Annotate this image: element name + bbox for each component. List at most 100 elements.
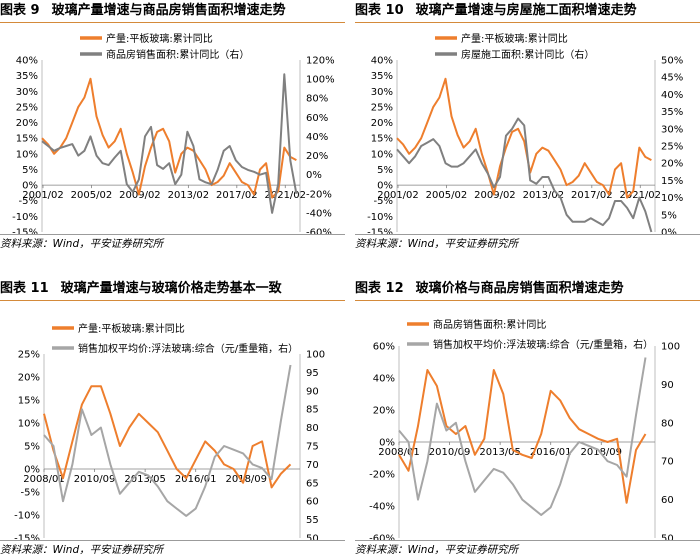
left-tick-label: 10% (16, 149, 38, 160)
left-tick-label: 20% (373, 406, 395, 417)
source-note: 资料来源：Wind，平安证券研究所 (355, 540, 700, 559)
right-tick-label: 50 (306, 534, 319, 541)
x-tick-label: 2016/01 (530, 447, 572, 458)
right-tick-label: 40% (306, 132, 328, 143)
left-tick-label: 5% (22, 165, 38, 176)
legend-label: 房屋施工面积:累计同比（右） (461, 48, 594, 61)
left-tick-label: 5% (377, 165, 393, 176)
x-tick-label: 2001/02 (22, 190, 64, 201)
right-tick-label: 80% (306, 94, 328, 105)
panel-title-text: 玻璃价格与商品房销售面积增速走势 (415, 281, 624, 296)
line-chart: 40% 35% 30% 25% 20% 15% 10% 5% 0% -5% -10% -15% 50% 4… (367, 32, 683, 235)
right-tick-label: 65 (306, 478, 319, 489)
x-tick-label: 2017/02 (216, 190, 258, 201)
line-chart: 60% 40% 20% 0% -20% -40% -60% 100 90 80 70 60 50 2008… (369, 318, 680, 541)
series-line-2 (41, 73, 298, 214)
right-tick-label: 5% (661, 210, 677, 221)
x-tick-label: 2010/09 (74, 474, 116, 485)
panel-title: 图表 11 玻璃产量增速与玻璃价格走势基本一致 (0, 278, 345, 301)
left-tick-label: -15% (14, 534, 40, 541)
right-tick-label: 45% (661, 73, 683, 84)
right-tick-label: 60% (306, 113, 328, 124)
right-tick-label: 50 (661, 534, 674, 541)
chart-panel-11: 图表 11 玻璃产量增速与玻璃价格走势基本一致 25% 20% 15% 10% 5% 0% -… (0, 278, 345, 560)
left-tick-label: 0% (377, 181, 393, 192)
chart-panel-12: 图表 12 玻璃价格与商品房销售面积增速走势 60% 40% 20% 0% -20% -40… (355, 278, 700, 560)
x-tick-label: 2018/09 (225, 474, 267, 485)
right-tick-label: 10% (661, 193, 683, 204)
left-tick-label: 15% (18, 396, 40, 407)
right-tick-label: 100 (661, 342, 680, 353)
chart-panel-9: 图表 9 玻璃产量增速与商品房销售面积增速走势 40% 35% 30% 25% 20% 15… (0, 0, 345, 255)
right-tick-label: 90 (306, 386, 319, 397)
left-tick-label: -40% (369, 502, 395, 513)
left-tick-label: -5% (21, 488, 40, 499)
legend-label: 销售加权平均价:浮法玻璃:综合（元/重量箱，右） (78, 342, 298, 355)
left-tick-label: -60% (369, 534, 395, 541)
right-tick-label: 70 (661, 457, 674, 468)
left-tick-label: 30% (371, 87, 393, 98)
left-tick-label: 60% (373, 342, 395, 353)
left-tick-label: 5% (24, 442, 40, 453)
legend-label: 产量:平板玻璃:累计同比 (461, 32, 568, 45)
left-tick-label: -10% (367, 212, 393, 223)
left-tick-label: -15% (12, 228, 38, 235)
right-tick-label: 30% (661, 124, 683, 135)
panel-number: 图表 10 (355, 3, 404, 18)
left-tick-label: 20% (16, 118, 38, 129)
left-tick-label: 0% (22, 181, 38, 192)
series-line-1 (396, 77, 652, 199)
panel-title: 图表 9 玻璃产量增速与商品房销售面积增速走势 (0, 0, 345, 23)
right-tick-label: 100% (306, 75, 335, 86)
x-tick-label: 2009/02 (119, 190, 161, 201)
panel-title-text: 玻璃产量增速与商品房销售面积增速走势 (51, 3, 286, 18)
panel-title-text: 玻璃产量增速与玻璃价格走势基本一致 (60, 281, 282, 296)
right-tick-label: -40% (306, 208, 332, 219)
x-tick-label: 2016/01 (175, 474, 217, 485)
series-line-1 (43, 385, 292, 489)
right-tick-label: -60% (306, 228, 332, 235)
series-line-2 (396, 117, 653, 233)
x-tick-label: 2013/05 (124, 474, 166, 485)
right-tick-label: 80 (661, 418, 674, 429)
x-tick-label: 2013/02 (523, 190, 565, 201)
right-tick-label: 15% (661, 176, 683, 187)
left-tick-label: 20% (18, 373, 40, 384)
panel-number: 图表 11 (0, 281, 49, 296)
right-tick-label: 80 (306, 423, 319, 434)
source-note: 资料来源：Wind，平安证券研究所 (0, 234, 345, 253)
left-tick-label: -10% (12, 212, 38, 223)
right-tick-label: 40% (661, 90, 683, 101)
left-tick-label: 10% (371, 149, 393, 160)
panel-number: 图表 9 (0, 3, 40, 18)
source-note: 资料来源：Wind，平安证券研究所 (0, 540, 345, 559)
legend-label: 产量:平板玻璃:累计同比 (106, 32, 213, 45)
x-tick-label: 2008/01 (378, 447, 420, 458)
right-tick-label: 55 (306, 515, 319, 526)
x-tick-label: 2001/02 (377, 190, 419, 201)
right-tick-label: 60 (661, 495, 674, 506)
legend-label: 商品房销售面积:累计同比 (433, 318, 546, 331)
right-tick-label: -20% (306, 189, 332, 200)
left-tick-label: 35% (371, 71, 393, 82)
x-tick-label: 2005/02 (71, 190, 113, 201)
panel-title-text: 玻璃产量增速与房屋施工面积增速走势 (415, 3, 637, 18)
right-tick-label: 35% (661, 107, 683, 118)
source-note: 资料来源：Wind，平安证券研究所 (355, 234, 700, 253)
legend-label: 销售加权平均价:浮法玻璃:综合（元/重量箱，右） (433, 338, 653, 351)
right-tick-label: 0% (661, 228, 677, 235)
series-line-1 (398, 369, 647, 504)
legend-label: 产量:平板玻璃:累计同比 (78, 322, 185, 335)
left-tick-label: 10% (18, 419, 40, 430)
line-chart: 40% 35% 30% 25% 20% 15% 10% 5% 0% -5% -10% -15% 120%… (12, 32, 335, 235)
left-tick-label: 35% (16, 71, 38, 82)
x-tick-label: 2010/09 (429, 447, 471, 458)
x-tick-label: 2005/02 (426, 190, 468, 201)
right-tick-label: 70 (306, 460, 319, 471)
left-tick-label: 30% (16, 87, 38, 98)
left-tick-label: 15% (16, 134, 38, 145)
x-tick-label: 2021/02 (619, 190, 661, 201)
left-tick-label: 40% (373, 374, 395, 385)
left-tick-label: -10% (14, 511, 40, 522)
x-tick-label: 2008/01 (23, 474, 65, 485)
